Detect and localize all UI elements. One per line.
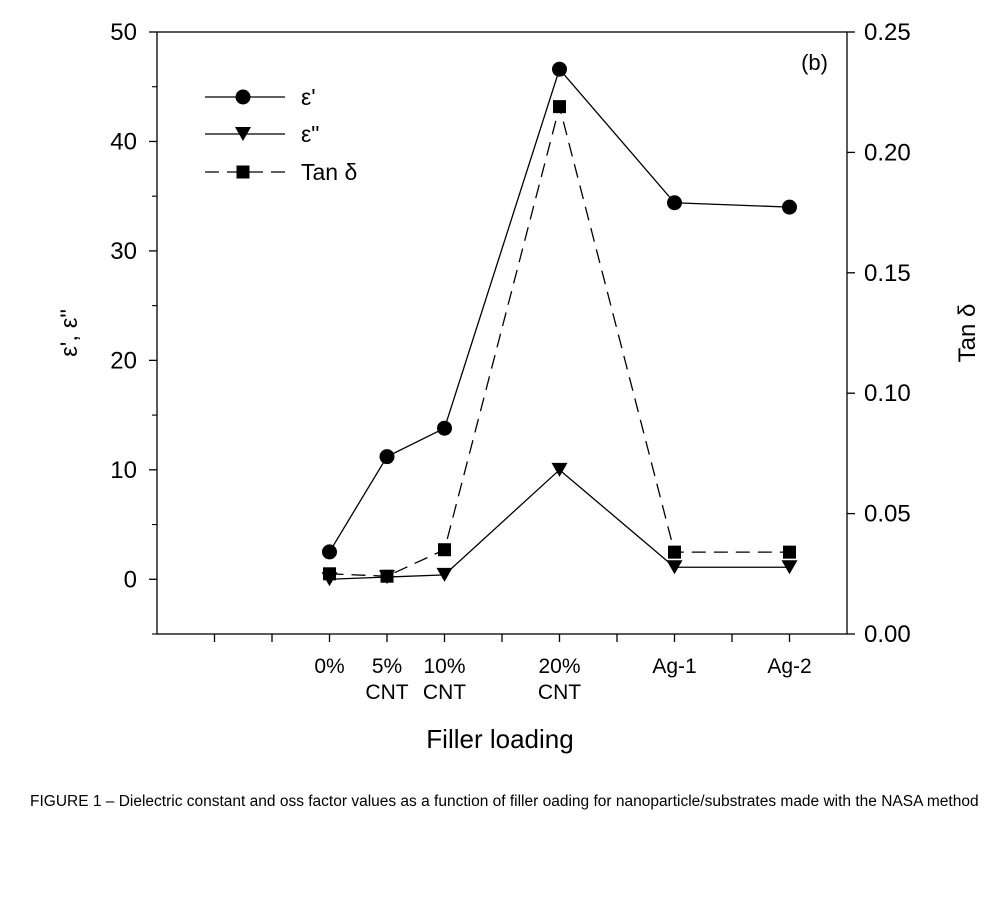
data-point-square bbox=[668, 545, 681, 559]
plot-frame bbox=[156, 31, 848, 635]
y2-tick-label: 0.00 bbox=[864, 621, 911, 648]
data-point-circle bbox=[782, 199, 797, 215]
x-tick-label: 10% bbox=[423, 655, 465, 678]
panel-label: (b) bbox=[801, 50, 828, 75]
legend: ε' ε" Tan δ bbox=[205, 84, 357, 185]
data-point-triangle bbox=[781, 560, 798, 575]
data-point-triangle bbox=[551, 462, 568, 477]
y-tick-label: 0 bbox=[124, 566, 137, 593]
x-axis-label: Filler loading bbox=[426, 724, 573, 754]
data-point-triangle bbox=[666, 560, 683, 575]
x-tick-label-line2: CNT bbox=[423, 681, 466, 704]
legend-circle-marker bbox=[235, 89, 251, 105]
y-tick-label: 10 bbox=[110, 457, 137, 484]
dielectric-chart: 0 10 20 30 40 50 0.00 0.05 0.10 0.15 0.20 0.25 0% 5… bbox=[56, 19, 981, 754]
y2-tick-label: 0.15 bbox=[864, 260, 911, 287]
series-line-2 bbox=[329, 104, 790, 577]
data-point-square bbox=[553, 100, 566, 114]
y-axis-left-label: ε', ε" bbox=[56, 309, 83, 357]
legend-square-marker bbox=[236, 165, 250, 179]
data-point-circle bbox=[437, 420, 452, 436]
x-tick-label: 20% bbox=[538, 655, 580, 678]
data-point-circle bbox=[552, 61, 567, 77]
data-point-square bbox=[438, 543, 451, 557]
legend-item-tan-delta: Tan δ bbox=[205, 159, 357, 185]
data-point-circle bbox=[379, 449, 395, 465]
series-layer bbox=[321, 61, 798, 587]
series-line-1 bbox=[329, 468, 790, 580]
y-tick-label: 40 bbox=[110, 128, 137, 155]
x-category-labels: 0% 5% CNT 10% CNT 20% CNT Ag-1 Ag-2 bbox=[314, 655, 811, 704]
x-tick-label-line2: CNT bbox=[365, 681, 408, 704]
data-point-square bbox=[323, 567, 336, 581]
legend-label-tan-delta: Tan δ bbox=[301, 159, 357, 185]
figure-caption: FIGURE 1 – Dielectric constant and oss f… bbox=[30, 793, 979, 810]
x-tick-label: 5% bbox=[372, 655, 402, 678]
y2-tick-label: 0.05 bbox=[864, 501, 911, 528]
data-point-triangle bbox=[436, 567, 453, 582]
legend-item-eps-prime: ε' bbox=[205, 84, 316, 110]
x-tick-label: Ag-1 bbox=[652, 655, 696, 678]
x-tick-label: 0% bbox=[314, 655, 344, 678]
data-point-square bbox=[380, 569, 394, 583]
y2-tick-label: 0.20 bbox=[864, 139, 911, 166]
y-axis-right-ticks: 0.00 0.05 0.10 0.15 0.20 0.25 bbox=[847, 19, 911, 648]
data-point-square bbox=[783, 545, 796, 559]
x-tick-label: Ag-2 bbox=[767, 655, 811, 678]
y-tick-label: 30 bbox=[110, 238, 137, 265]
x-axis-ticks bbox=[213, 634, 791, 642]
y2-tick-label: 0.10 bbox=[864, 380, 911, 407]
legend-label-eps-prime: ε' bbox=[301, 84, 316, 110]
legend-triangle-marker bbox=[235, 127, 251, 141]
series-line-0 bbox=[328, 67, 790, 553]
y-tick-label: 20 bbox=[110, 347, 137, 374]
y2-tick-label: 0.25 bbox=[864, 19, 911, 46]
y-axis-right-label: Tan δ bbox=[954, 304, 981, 363]
data-point-circle bbox=[667, 195, 682, 211]
y-tick-label: 50 bbox=[110, 19, 137, 46]
data-point-circle bbox=[322, 544, 337, 560]
y-axis-left-ticks: 0 10 20 30 40 50 bbox=[110, 19, 157, 635]
x-tick-label-line2: CNT bbox=[538, 681, 581, 704]
legend-item-eps-double-prime: ε" bbox=[205, 121, 319, 147]
legend-label-eps-double-prime: ε" bbox=[301, 121, 319, 147]
